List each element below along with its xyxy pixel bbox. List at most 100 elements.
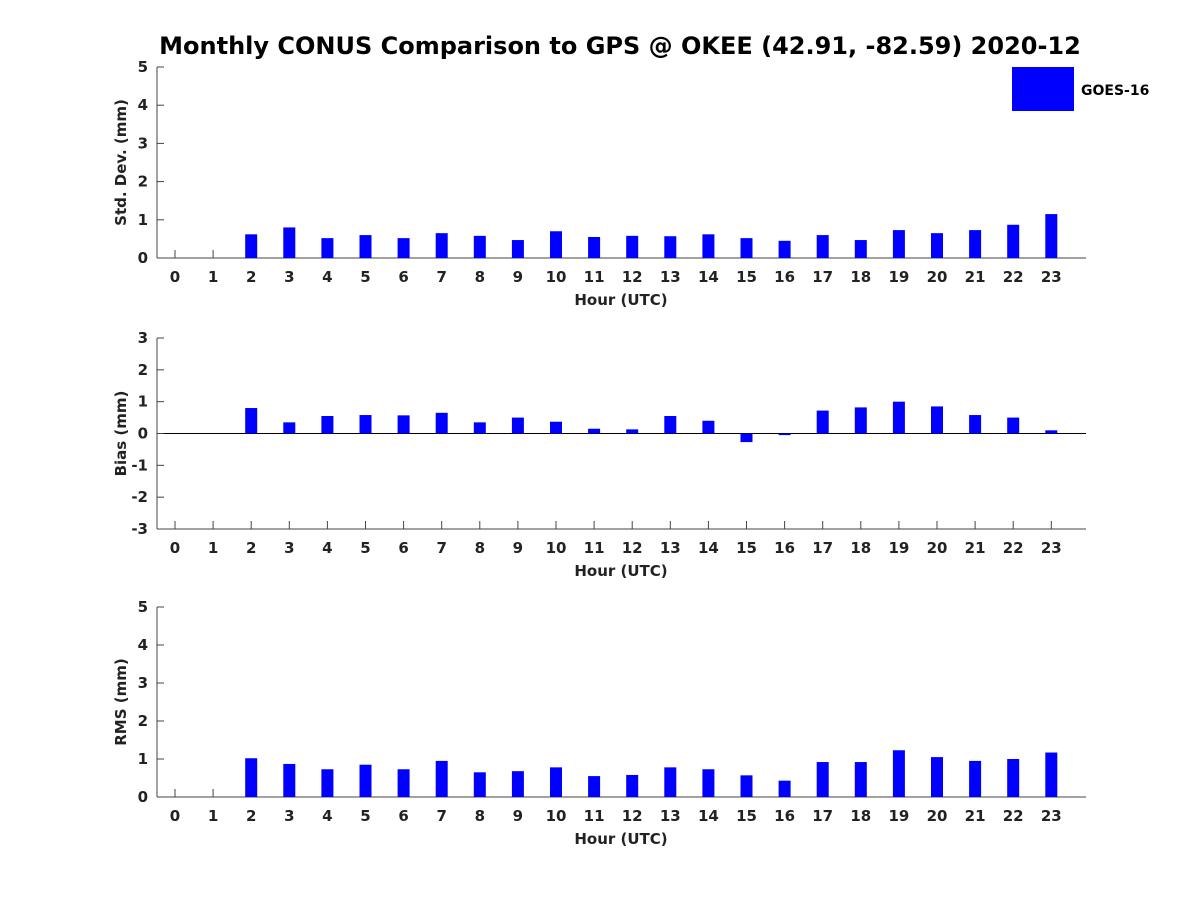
- bar: [321, 415, 334, 434]
- bar: [550, 767, 562, 797]
- bar: [740, 238, 753, 258]
- bar: [321, 238, 334, 258]
- x-tick-label: 5: [360, 807, 370, 825]
- bar: [854, 407, 867, 434]
- x-tick-label: 15: [736, 268, 757, 286]
- bar: [626, 235, 639, 258]
- y-tick-label: -1: [131, 456, 148, 474]
- y-tick-label: 3: [138, 329, 148, 347]
- bar: [778, 240, 791, 258]
- y-tick-label: 2: [138, 712, 148, 730]
- x-tick-label: 20: [927, 807, 948, 825]
- bar: [969, 415, 982, 434]
- x-tick-label: 6: [398, 268, 408, 286]
- bar: [359, 235, 372, 258]
- bar: [778, 780, 791, 797]
- bar: [359, 415, 372, 434]
- x-tick-label: 19: [888, 539, 909, 557]
- x-tick-label: 3: [284, 807, 294, 825]
- x-tick-label: 17: [812, 539, 833, 557]
- y-tick-label: -2: [131, 488, 148, 506]
- x-tick-label: 12: [622, 268, 643, 286]
- x-tick-label: 5: [360, 268, 370, 286]
- x-tick-label: 10: [546, 807, 567, 825]
- x-tick-label: 1: [208, 268, 218, 286]
- bar: [778, 433, 791, 436]
- bar: [588, 776, 601, 797]
- x-tick-label: 1: [208, 539, 218, 557]
- y-tick-label: 0: [138, 788, 148, 806]
- y-tick-label: 3: [138, 674, 148, 692]
- x-tick-label: 23: [1041, 539, 1062, 557]
- x-tick-label: 6: [398, 539, 408, 557]
- x-tick-label: 8: [475, 539, 485, 557]
- bar: [245, 758, 258, 797]
- bar: [892, 750, 905, 797]
- x-tick-label: 0: [170, 539, 180, 557]
- bar: [283, 227, 296, 258]
- bar: [969, 230, 982, 258]
- x-tick-label: 17: [812, 807, 833, 825]
- bar: [892, 230, 905, 258]
- bar: [1045, 214, 1058, 258]
- y-tick-label: -3: [131, 520, 148, 538]
- x-axis-label: Hour (UTC): [574, 830, 667, 848]
- bar: [588, 428, 601, 434]
- x-tick-label: 4: [322, 539, 332, 557]
- y-tick-label: 0: [138, 249, 148, 267]
- x-tick-label: 9: [513, 268, 523, 286]
- x-tick-label: 1: [208, 807, 218, 825]
- x-tick-label: 2: [246, 539, 256, 557]
- y-axis-label: Bias (mm): [112, 391, 130, 477]
- x-tick-label: 14: [698, 268, 719, 286]
- x-tick-label: 19: [888, 807, 909, 825]
- bar: [626, 429, 639, 434]
- y-tick-label: 0: [138, 425, 148, 443]
- bar: [1007, 224, 1020, 258]
- x-tick-label: 9: [513, 807, 523, 825]
- bar: [931, 757, 943, 797]
- x-tick-label: 12: [622, 539, 643, 557]
- bar: [397, 415, 410, 434]
- y-tick-label: 1: [138, 211, 148, 229]
- x-tick-label: 6: [398, 807, 408, 825]
- bar: [931, 406, 943, 434]
- x-axis-label: Hour (UTC): [574, 291, 667, 309]
- x-tick-label: 0: [170, 268, 180, 286]
- y-tick-label: 4: [138, 96, 148, 114]
- x-tick-label: 15: [736, 539, 757, 557]
- bar: [892, 401, 905, 434]
- bar: [588, 236, 601, 258]
- bar: [854, 240, 867, 258]
- x-tick-label: 16: [774, 807, 795, 825]
- x-tick-label: 3: [284, 268, 294, 286]
- bar: [321, 769, 334, 797]
- bar: [511, 240, 524, 258]
- bar: [473, 422, 486, 434]
- x-tick-label: 10: [546, 539, 567, 557]
- x-tick-label: 11: [584, 807, 605, 825]
- x-tick-label: 14: [698, 807, 719, 825]
- x-tick-label: 15: [736, 807, 757, 825]
- x-tick-label: 12: [622, 807, 643, 825]
- x-tick-label: 16: [774, 539, 795, 557]
- bar: [511, 771, 524, 797]
- x-tick-label: 2: [246, 268, 256, 286]
- x-tick-label: 0: [170, 807, 180, 825]
- y-tick-label: 5: [138, 598, 148, 616]
- x-tick-label: 10: [546, 268, 567, 286]
- x-tick-label: 9: [513, 539, 523, 557]
- x-tick-label: 21: [965, 539, 986, 557]
- x-tick-label: 13: [660, 807, 681, 825]
- x-tick-label: 13: [660, 268, 681, 286]
- x-tick-label: 23: [1041, 268, 1062, 286]
- x-tick-label: 7: [436, 807, 446, 825]
- bar: [283, 763, 296, 797]
- bar: [397, 769, 410, 797]
- x-tick-label: 22: [1003, 539, 1024, 557]
- bar: [359, 764, 372, 797]
- x-tick-label: 22: [1003, 268, 1024, 286]
- x-tick-label: 2: [246, 807, 256, 825]
